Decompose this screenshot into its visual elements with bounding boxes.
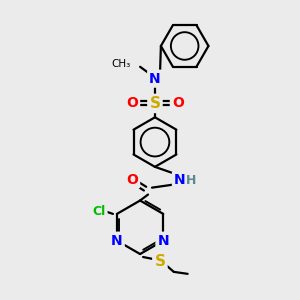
Text: Cl: Cl xyxy=(92,206,106,218)
Text: N: N xyxy=(149,72,161,86)
Text: N: N xyxy=(174,173,185,187)
Text: O: O xyxy=(126,96,138,110)
Text: O: O xyxy=(126,173,138,187)
Text: CH₃: CH₃ xyxy=(111,59,130,69)
Text: N: N xyxy=(158,234,169,248)
Text: S: S xyxy=(149,96,161,111)
Text: H: H xyxy=(185,174,196,187)
Text: O: O xyxy=(172,96,184,110)
Text: N: N xyxy=(111,234,123,248)
Text: S: S xyxy=(154,254,165,269)
